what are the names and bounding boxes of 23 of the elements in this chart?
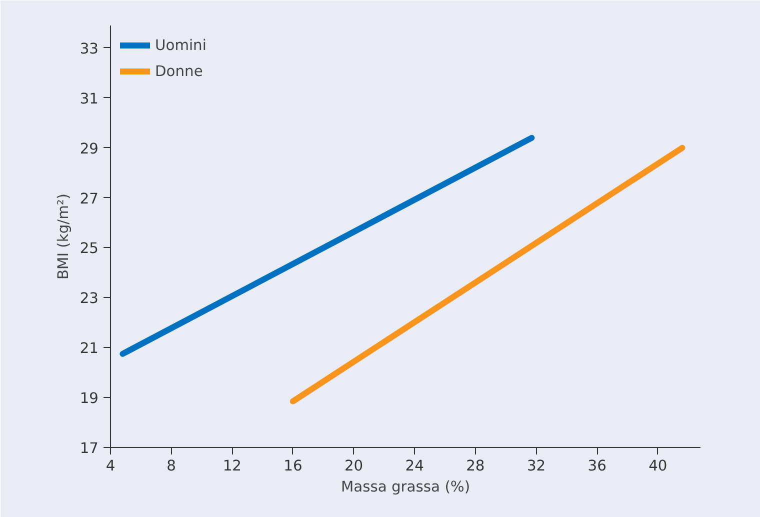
x-tick-label: 36 [588, 458, 606, 474]
x-axis-title: Massa grassa (%) [340, 478, 470, 496]
legend-label: Donne [155, 62, 203, 80]
x-tick-label: 40 [648, 458, 668, 474]
x-tick-label: 24 [405, 458, 424, 474]
x-tick-label: 8 [166, 458, 176, 474]
y-tick-label: 31 [80, 90, 99, 108]
y-axis-title: BMI (kg/m²) [54, 194, 72, 280]
x-tick-label: 28 [466, 458, 485, 474]
x-tick-label: 4 [106, 458, 116, 474]
legend-label: Uomini [155, 36, 206, 54]
y-tick-label: 23 [80, 290, 99, 308]
y-tick-label: 33 [80, 40, 99, 58]
x-tick-label: 32 [526, 458, 546, 474]
y-tick-label: 27 [80, 190, 99, 208]
y-tick-label: 17 [80, 440, 99, 457]
x-tick-label: 12 [222, 458, 242, 474]
y-tick-label: 25 [80, 240, 99, 258]
y-tick-label: 19 [80, 390, 99, 408]
x-tick-label: 16 [284, 458, 302, 474]
y-tick-label: 29 [80, 140, 99, 158]
y-tick-label: 21 [80, 340, 99, 358]
x-tick-label: 20 [344, 458, 364, 474]
